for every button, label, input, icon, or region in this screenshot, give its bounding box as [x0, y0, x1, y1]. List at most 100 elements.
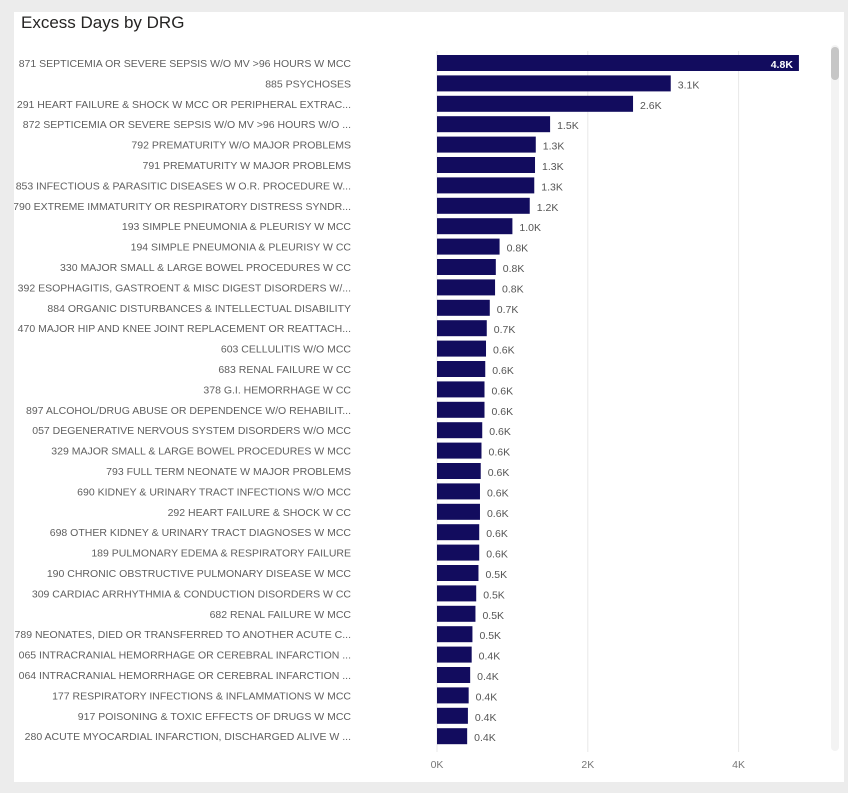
bar[interactable] [437, 667, 471, 683]
data-label: 2.6K [640, 100, 662, 112]
bar[interactable] [437, 585, 477, 602]
data-label: 0.4K [476, 691, 498, 703]
category-label: 871 SEPTICEMIA OR SEVERE SEPSIS W/O MV >… [19, 58, 352, 70]
category-label: 378 G.I. HEMORRHAGE W CC [203, 384, 351, 396]
data-label: 0.6K [488, 447, 510, 459]
bar[interactable] [437, 544, 480, 561]
category-label: 698 OTHER KIDNEY & URINARY TRACT DIAGNOS… [50, 527, 352, 539]
data-label: 0.6K [489, 426, 511, 438]
category-label: 190 CHRONIC OBSTRUCTIVE PULMONARY DISEAS… [47, 568, 352, 580]
bar[interactable] [437, 605, 476, 622]
category-label: 690 KIDNEY & URINARY TRACT INFECTIONS W/… [77, 486, 351, 498]
data-label: 0.6K [488, 467, 510, 479]
scrollbar-thumb[interactable] [831, 47, 839, 80]
bar-chart: 0K 2K 4K 871 SEPTICEMIA OR SEVERE SEPSIS W/… [14, 51, 799, 771]
bar[interactable] [437, 218, 513, 235]
vertical-scrollbar[interactable] [831, 45, 839, 751]
bar[interactable] [437, 157, 536, 173]
data-label: 1.2K [537, 202, 559, 214]
category-label: 603 CELLULITIS W/O MCC [221, 344, 352, 356]
category-label: 897 ALCOHOL/DRUG ABUSE OR DEPENDENCE W/O… [26, 405, 351, 417]
data-label: 0.8K [503, 263, 525, 275]
bar[interactable] [437, 320, 487, 337]
category-label: 682 RENAL FAILURE W MCC [210, 609, 352, 621]
data-label: 0.6K [492, 365, 514, 377]
bar[interactable] [437, 483, 480, 500]
data-label: 0.6K [493, 345, 515, 357]
bar[interactable] [437, 463, 481, 479]
bar[interactable] [437, 707, 468, 724]
bar[interactable] [437, 442, 482, 459]
data-label: 1.3K [541, 181, 563, 193]
bar[interactable] [437, 422, 483, 439]
data-label: 0.5K [485, 569, 507, 581]
category-label: 793 FULL TERM NEONATE W MAJOR PROBLEMS [106, 466, 351, 478]
category-label: 292 HEART FAILURE & SHOCK W CC [168, 507, 352, 519]
category-label: 330 MAJOR SMALL & LARGE BOWEL PROCEDURES… [60, 262, 351, 274]
category-label: 470 MAJOR HIP AND KNEE JOINT REPLACEMENT… [18, 323, 351, 335]
bar[interactable] [437, 136, 536, 153]
bar[interactable] [437, 503, 480, 520]
chart-title: Excess Days by DRG [21, 13, 185, 32]
category-label: 872 SEPTICEMIA OR SEVERE SEPSIS W/O MV >… [23, 119, 351, 131]
data-label: 0.6K [486, 549, 508, 561]
bar[interactable] [437, 401, 485, 418]
category-label: 792 PREMATURITY W/O MAJOR PROBLEMS [131, 140, 351, 152]
bar[interactable] [437, 299, 490, 316]
bar[interactable] [437, 340, 487, 357]
data-label: 0.7K [494, 324, 516, 336]
bar[interactable] [437, 646, 472, 663]
x-tick-label: 4K [732, 759, 745, 771]
data-label: 4.8K [771, 59, 794, 71]
bar[interactable] [437, 565, 479, 581]
chart-card: Excess Days by DRG 0K 2K 4K 871 SEPTICEMIA … [14, 12, 844, 782]
category-label: 280 ACUTE MYOCARDIAL INFARCTION, DISCHAR… [25, 731, 351, 743]
category-label: 791 PREMATURITY W MAJOR PROBLEMS [143, 160, 351, 172]
bar[interactable] [437, 626, 473, 643]
bar[interactable] [437, 524, 480, 541]
category-label: 177 RESPIRATORY INFECTIONS & INFLAMMATIO… [52, 690, 351, 702]
data-label: 3.1K [678, 79, 700, 91]
bar[interactable] [437, 75, 671, 92]
category-label: 309 CARDIAC ARRHYTHMIA & CONDUCTION DISO… [32, 588, 352, 600]
bar[interactable] [437, 381, 485, 398]
category-label: 329 MAJOR SMALL & LARGE BOWEL PROCEDURES… [51, 446, 351, 458]
data-label: 0.6K [486, 528, 508, 540]
x-tick-label: 2K [581, 759, 594, 771]
bar[interactable] [437, 197, 530, 214]
data-label: 0.6K [487, 487, 509, 499]
category-label: 789 NEONATES, DIED OR TRANSFERRED TO ANO… [15, 629, 351, 641]
data-label: 0.4K [477, 671, 499, 683]
data-label: 1.5K [557, 120, 579, 132]
bar[interactable] [437, 55, 799, 71]
category-label: 065 INTRACRANIAL HEMORRHAGE OR CEREBRAL … [19, 650, 351, 662]
data-label: 0.7K [497, 304, 519, 316]
bar[interactable] [437, 687, 469, 704]
category-label: 057 DEGENERATIVE NERVOUS SYSTEM DISORDER… [32, 425, 351, 437]
bar[interactable] [437, 177, 535, 194]
category-label: 392 ESOPHAGITIS, GASTROENT & MISC DIGEST… [18, 282, 351, 294]
category-label: 884 ORGANIC DISTURBANCES & INTELLECTUAL … [47, 303, 351, 315]
category-label: 194 SIMPLE PNEUMONIA & PLEURISY W CC [131, 242, 352, 254]
category-label: 885 PSYCHOSES [265, 78, 351, 90]
data-label: 0.5K [479, 630, 501, 642]
category-label: 683 RENAL FAILURE W CC [218, 364, 351, 376]
bar[interactable] [437, 279, 496, 296]
data-label: 0.5K [483, 589, 505, 601]
data-label: 0.6K [492, 385, 514, 397]
category-label: 790 EXTREME IMMATURITY OR RESPIRATORY DI… [14, 201, 351, 213]
data-label: 0.4K [479, 651, 501, 663]
bar[interactable] [437, 95, 634, 112]
category-label: 291 HEART FAILURE & SHOCK W MCC OR PERIP… [17, 99, 351, 111]
category-label: 917 POISONING & TOXIC EFFECTS OF DRUGS W… [78, 711, 352, 723]
data-label: 0.4K [474, 732, 496, 744]
data-label: 0.8K [507, 243, 529, 255]
bar[interactable] [437, 116, 551, 133]
data-label: 0.6K [487, 508, 509, 520]
bar[interactable] [437, 361, 486, 377]
category-label: 189 PULMONARY EDEMA & RESPIRATORY FAILUR… [91, 548, 351, 560]
category-label: 064 INTRACRANIAL HEMORRHAGE OR CEREBRAL … [19, 670, 351, 682]
bar[interactable] [437, 238, 500, 255]
bar[interactable] [437, 728, 468, 745]
bar[interactable] [437, 259, 496, 275]
